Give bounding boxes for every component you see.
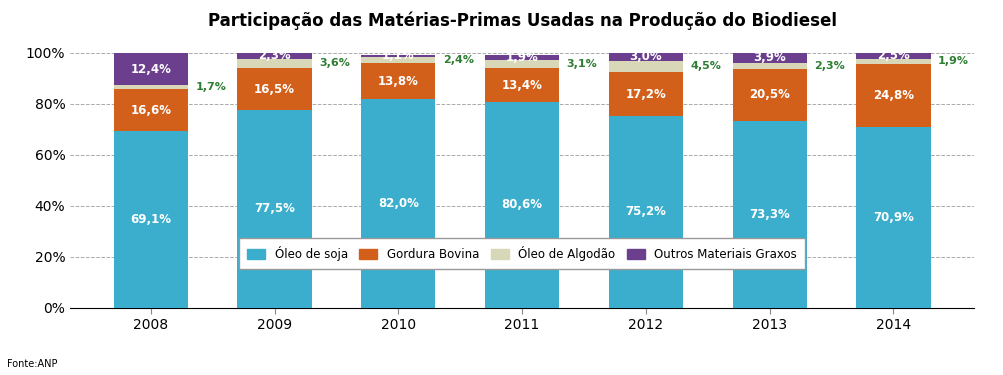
Text: 13,4%: 13,4% <box>502 79 542 92</box>
Bar <box>732 69 806 121</box>
Text: 70,9%: 70,9% <box>873 211 913 224</box>
Bar <box>361 55 435 57</box>
Text: 17,2%: 17,2% <box>625 87 666 100</box>
Bar <box>361 99 435 308</box>
Bar <box>237 53 311 59</box>
Text: 1,7%: 1,7% <box>196 82 226 92</box>
Bar <box>237 110 311 308</box>
Text: 75,2%: 75,2% <box>625 205 666 218</box>
Bar <box>237 59 311 68</box>
Bar <box>856 59 930 64</box>
Bar <box>484 68 559 102</box>
Bar <box>608 61 682 72</box>
Text: 2,5%: 2,5% <box>877 49 909 62</box>
Text: 2,3%: 2,3% <box>813 61 845 70</box>
Bar <box>237 68 311 110</box>
Text: 1,1%: 1,1% <box>381 50 414 63</box>
Text: 80,6%: 80,6% <box>502 198 542 211</box>
Bar <box>361 63 435 99</box>
Bar <box>484 102 559 308</box>
Bar <box>484 56 559 60</box>
Bar <box>856 64 930 127</box>
Bar <box>113 132 188 308</box>
Text: 3,6%: 3,6% <box>319 58 350 69</box>
Legend: Óleo de soja, Gordura Bovina, Óleo de Algodão, Outros Materiais Graxos: Óleo de soja, Gordura Bovina, Óleo de Al… <box>239 238 804 269</box>
Text: 3,1%: 3,1% <box>566 59 597 69</box>
Text: 4,5%: 4,5% <box>690 62 720 71</box>
Bar <box>732 53 806 63</box>
Bar <box>113 53 188 85</box>
Bar <box>361 57 435 63</box>
Text: 2,4%: 2,4% <box>442 56 473 65</box>
Text: 12,4%: 12,4% <box>130 63 171 76</box>
Text: 3,9%: 3,9% <box>752 51 785 64</box>
Text: 24,8%: 24,8% <box>872 89 913 102</box>
Text: 69,1%: 69,1% <box>130 213 172 226</box>
Text: 2,3%: 2,3% <box>258 50 291 63</box>
Bar <box>856 127 930 308</box>
Bar <box>608 53 682 61</box>
Text: 1,9%: 1,9% <box>937 56 968 66</box>
Bar <box>113 89 188 132</box>
Bar <box>856 53 930 59</box>
Bar <box>732 121 806 308</box>
Text: 3,0%: 3,0% <box>629 50 662 63</box>
Text: 82,0%: 82,0% <box>377 196 418 210</box>
Bar <box>113 85 188 89</box>
Bar <box>608 116 682 308</box>
Text: 1,9%: 1,9% <box>506 51 538 64</box>
Bar <box>484 60 559 68</box>
Text: 16,6%: 16,6% <box>130 104 172 117</box>
Text: 13,8%: 13,8% <box>377 75 418 87</box>
Text: 20,5%: 20,5% <box>748 88 789 101</box>
Text: 16,5%: 16,5% <box>254 82 295 96</box>
Bar <box>732 63 806 69</box>
Text: Fonte:ANP: Fonte:ANP <box>7 359 57 369</box>
Text: 77,5%: 77,5% <box>254 202 295 215</box>
Bar <box>608 72 682 116</box>
Text: 73,3%: 73,3% <box>748 208 789 220</box>
Title: Participação das Matérias-Primas Usadas na Produção do Biodiesel: Participação das Matérias-Primas Usadas … <box>208 12 835 30</box>
